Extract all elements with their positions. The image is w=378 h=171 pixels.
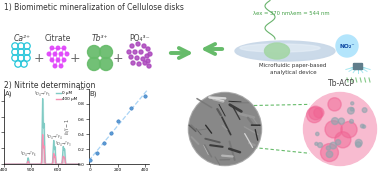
Point (115, 119, 121, 122)
Circle shape (350, 108, 354, 111)
Circle shape (53, 52, 57, 56)
Circle shape (189, 93, 261, 165)
Text: λem = 544 nm: λem = 544 nm (290, 11, 330, 16)
Circle shape (330, 142, 336, 149)
Circle shape (309, 106, 322, 120)
Y-axis label: $I_0/I-1$: $I_0/I-1$ (64, 118, 72, 135)
Circle shape (335, 132, 351, 148)
Circle shape (47, 52, 51, 56)
Ellipse shape (265, 43, 290, 59)
Circle shape (326, 146, 330, 150)
Circle shape (129, 55, 133, 59)
Circle shape (304, 93, 376, 166)
Circle shape (59, 52, 63, 56)
Circle shape (325, 121, 342, 138)
Text: 2) Nitrite determination: 2) Nitrite determination (4, 81, 95, 90)
Text: $^5D_4$→$^7F_6$: $^5D_4$→$^7F_6$ (20, 149, 36, 159)
Circle shape (127, 50, 131, 54)
Circle shape (302, 91, 378, 167)
Circle shape (363, 125, 366, 128)
Circle shape (62, 58, 66, 62)
Circle shape (99, 45, 113, 58)
Circle shape (145, 54, 149, 58)
Legend: 0 μM, 400 μM: 0 μM, 400 μM (56, 91, 77, 101)
Text: NO₂⁻: NO₂⁻ (339, 43, 355, 49)
FancyBboxPatch shape (353, 63, 363, 69)
Text: $^5D_4$→$^7F_5$: $^5D_4$→$^7F_5$ (34, 89, 51, 99)
Text: Ca²⁺: Ca²⁺ (14, 34, 31, 43)
Circle shape (137, 62, 141, 66)
Circle shape (87, 57, 101, 70)
Circle shape (139, 50, 143, 54)
Circle shape (356, 142, 361, 147)
Circle shape (321, 144, 338, 162)
Point (108, 131, 114, 134)
Point (142, 95, 148, 98)
Text: Microfluidic paper-based
analytical device: Microfluidic paper-based analytical devi… (259, 63, 327, 75)
Circle shape (131, 61, 135, 65)
Circle shape (350, 119, 353, 123)
Text: B): B) (90, 90, 97, 97)
Ellipse shape (240, 44, 320, 52)
Text: $^5D_4$→$^7F_3$: $^5D_4$→$^7F_3$ (56, 139, 72, 149)
Point (101, 142, 107, 144)
Text: Citrate: Citrate (45, 34, 71, 43)
Circle shape (338, 118, 344, 124)
Circle shape (355, 139, 362, 146)
Circle shape (314, 108, 324, 118)
Circle shape (99, 57, 113, 70)
Circle shape (341, 121, 357, 138)
Text: 1) Biomimetic mineralization of Cellulose disks: 1) Biomimetic mineralization of Cellulos… (4, 3, 184, 12)
Text: Tb³⁺: Tb³⁺ (92, 34, 108, 43)
Circle shape (189, 94, 260, 165)
Text: +: + (34, 51, 44, 64)
Circle shape (53, 64, 57, 68)
Circle shape (307, 107, 322, 123)
Circle shape (148, 52, 152, 56)
Circle shape (136, 42, 140, 46)
Circle shape (316, 132, 319, 136)
Circle shape (50, 58, 54, 62)
Point (87, 159, 93, 162)
Circle shape (133, 50, 137, 54)
Circle shape (59, 64, 63, 68)
Circle shape (87, 45, 101, 58)
Circle shape (336, 140, 341, 145)
Circle shape (146, 47, 150, 51)
Circle shape (362, 108, 367, 113)
Text: PO₄³⁻: PO₄³⁻ (130, 34, 150, 43)
Text: +: + (113, 51, 123, 64)
Circle shape (56, 46, 60, 50)
Ellipse shape (235, 41, 335, 61)
Circle shape (142, 44, 146, 48)
Circle shape (141, 57, 145, 61)
Circle shape (147, 64, 151, 68)
Text: +: + (70, 51, 80, 64)
Circle shape (328, 98, 341, 111)
Circle shape (62, 46, 66, 50)
Circle shape (347, 107, 354, 114)
Text: λex = 370 nm: λex = 370 nm (253, 11, 290, 16)
Point (94, 152, 100, 154)
Circle shape (326, 151, 333, 157)
Circle shape (130, 44, 134, 48)
Text: Tb-ACP: Tb-ACP (328, 79, 355, 88)
Circle shape (143, 61, 147, 65)
Circle shape (135, 56, 139, 60)
Text: A): A) (5, 90, 12, 97)
Point (129, 106, 135, 109)
Circle shape (50, 46, 54, 50)
Circle shape (336, 35, 358, 57)
Circle shape (332, 118, 338, 124)
Circle shape (65, 52, 69, 56)
Circle shape (146, 59, 150, 63)
Circle shape (56, 58, 60, 62)
Text: $^5D_4$→$^7F_4$: $^5D_4$→$^7F_4$ (46, 132, 63, 142)
Circle shape (361, 124, 364, 128)
Circle shape (315, 142, 318, 145)
Circle shape (351, 102, 354, 105)
Circle shape (318, 143, 322, 148)
